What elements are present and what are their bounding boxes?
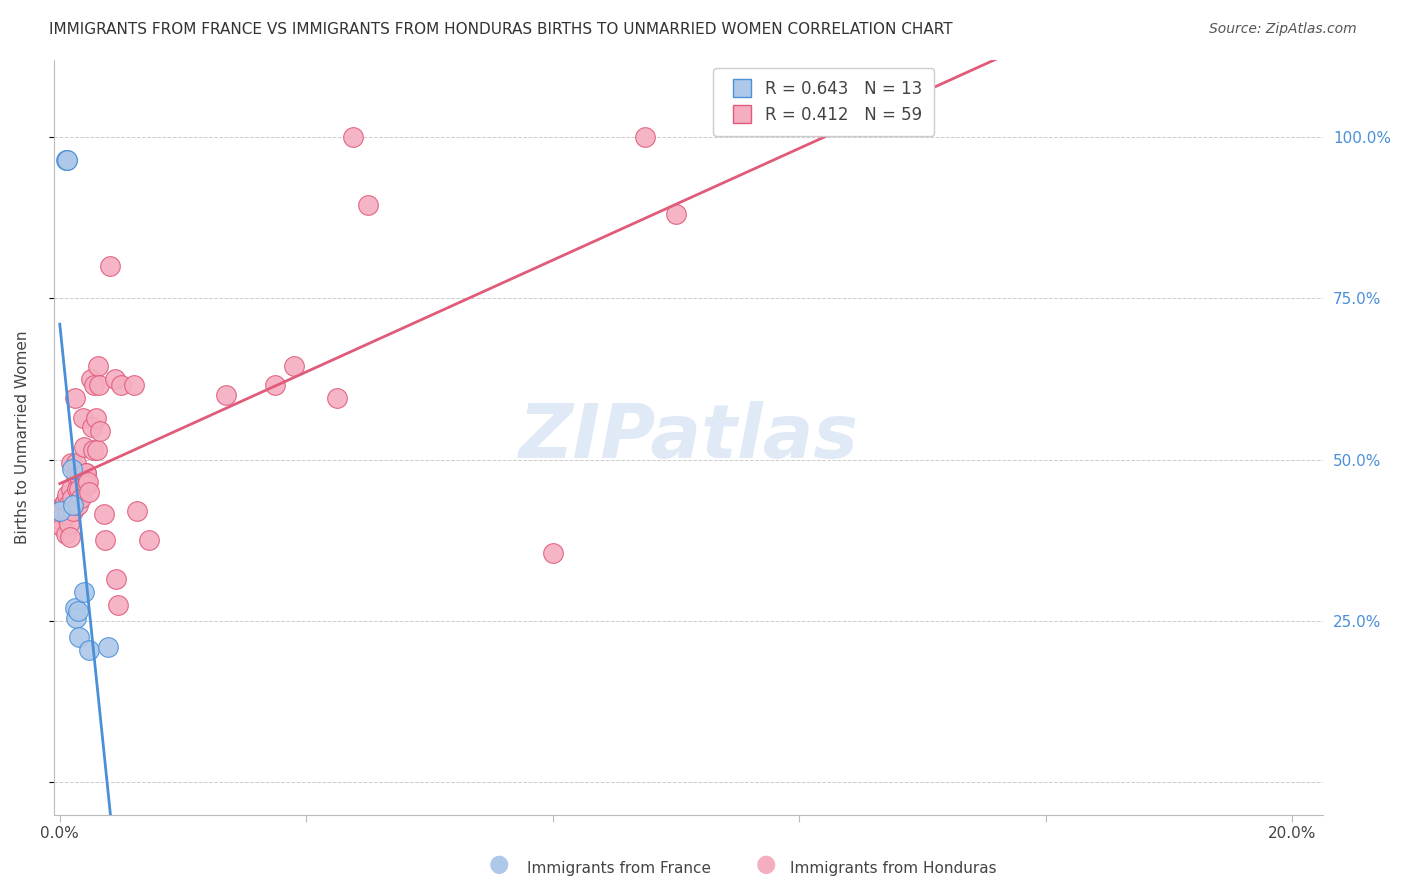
Point [125,504,148,518]
Point [65,468,87,483]
Point [56,498,79,512]
Point [56,488,79,502]
Point [79,372,101,386]
Point [72,410,94,425]
Point [62,498,84,512]
Point [65,611,87,625]
Point [104,372,127,386]
Point [80,420,103,434]
Point [56,153,79,167]
Text: IMMIGRANTS FROM FRANCE VS IMMIGRANTS FROM HONDURAS BIRTHS TO UNMARRIED WOMEN COR: IMMIGRANTS FROM FRANCE VS IMMIGRANTS FRO… [49,22,953,37]
Point [665,207,688,221]
Point [65,456,87,470]
Point [60,462,83,476]
Point [60,491,83,506]
Point [89,378,111,392]
Point [84,410,107,425]
Point [69,482,91,496]
Point [138,533,160,548]
Point [60,482,83,496]
Point [75,466,97,480]
Text: ●: ● [489,852,509,876]
Text: Immigrants from France: Immigrants from France [527,861,711,876]
Point [110,378,132,392]
Text: ZIPatlas: ZIPatlas [519,401,859,474]
Point [215,388,238,402]
Point [97,640,120,654]
Point [541,546,564,560]
Point [107,598,129,612]
Point [53,508,76,522]
Point [55,526,77,541]
Point [59,456,82,470]
Point [76,478,98,492]
Point [67,604,90,618]
Point [70,491,93,506]
Point [86,442,108,457]
Point [66,482,89,496]
Point [73,440,96,454]
Point [342,130,364,145]
Point [89,424,111,438]
Point [75,466,97,480]
Point [634,130,657,145]
Point [58,517,80,532]
Point [79,484,101,499]
Point [63,601,86,615]
Point [87,359,110,373]
Point [62,504,84,518]
Point [67,468,90,483]
Point [73,585,96,599]
Point [77,475,100,490]
Point [82,442,104,457]
Point [59,530,82,544]
Y-axis label: Births to Unmarried Women: Births to Unmarried Women [15,330,30,544]
Text: ●: ● [756,852,776,876]
Point [58,508,80,522]
Point [122,378,145,392]
Point [357,198,380,212]
Point [94,533,117,548]
Point [49,504,72,518]
Legend: R = 0.643   N = 13, R = 0.412   N = 59: R = 0.643 N = 13, R = 0.412 N = 59 [713,68,934,136]
Point [93,508,115,522]
Point [83,378,105,392]
Text: Source: ZipAtlas.com: Source: ZipAtlas.com [1209,22,1357,37]
Point [105,572,128,586]
Point [51,520,73,534]
Point [79,643,101,657]
Point [49,508,72,522]
Point [52,504,75,518]
Point [326,392,349,406]
Text: Immigrants from Honduras: Immigrants from Honduras [790,861,997,876]
Point [264,378,287,392]
Point [67,498,90,512]
Point [51,514,73,528]
Point [63,392,86,406]
Point [283,359,305,373]
Point [55,153,77,167]
Point [55,153,77,167]
Point [69,630,91,644]
Point [52,498,75,512]
Point [49,504,72,518]
Point [53,494,76,508]
Point [98,259,121,273]
